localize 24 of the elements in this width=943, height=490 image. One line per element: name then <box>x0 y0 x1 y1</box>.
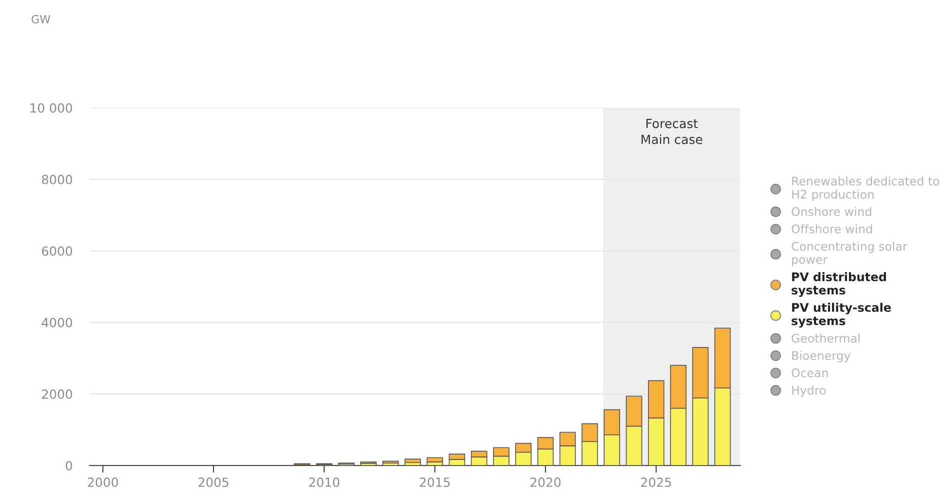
legend-label: Ocean <box>792 368 828 378</box>
legend-label: PV utility-scale systems <box>792 302 891 328</box>
y-tick-label: 4000 <box>42 318 72 328</box>
y-tick-label: 8000 <box>42 174 72 184</box>
y-tick-label: 10 000 <box>30 103 72 113</box>
legend-label: Concentrating solar power <box>792 242 908 266</box>
band-label: Forecast Main case <box>642 118 702 144</box>
y-tick-label: 0 <box>66 460 72 470</box>
legend-label: Onshore wind <box>792 206 872 216</box>
legend-label: PV distributed systems <box>792 272 886 297</box>
x-tick-label: 2010 <box>309 478 340 487</box>
x-tick-label: 2015 <box>420 478 450 487</box>
x-tick-label: 2000 <box>88 478 118 487</box>
legend-label: Offshore wind <box>792 224 872 234</box>
y-tick-label: 6000 <box>42 246 72 256</box>
x-tick-label: 2005 <box>198 478 228 487</box>
legend-label: Renewables dedicated to H2 production <box>792 176 940 202</box>
legend-label: Bioenergy <box>792 350 850 362</box>
legend-label: Geothermal <box>792 334 860 343</box>
text: GW <box>32 14 50 24</box>
x-tick-label: 2020 <box>530 478 561 487</box>
legend-label: Hydro <box>792 385 826 397</box>
x-tick-label: 2025 <box>641 478 671 487</box>
y-tick-label: 2000 <box>42 389 72 399</box>
